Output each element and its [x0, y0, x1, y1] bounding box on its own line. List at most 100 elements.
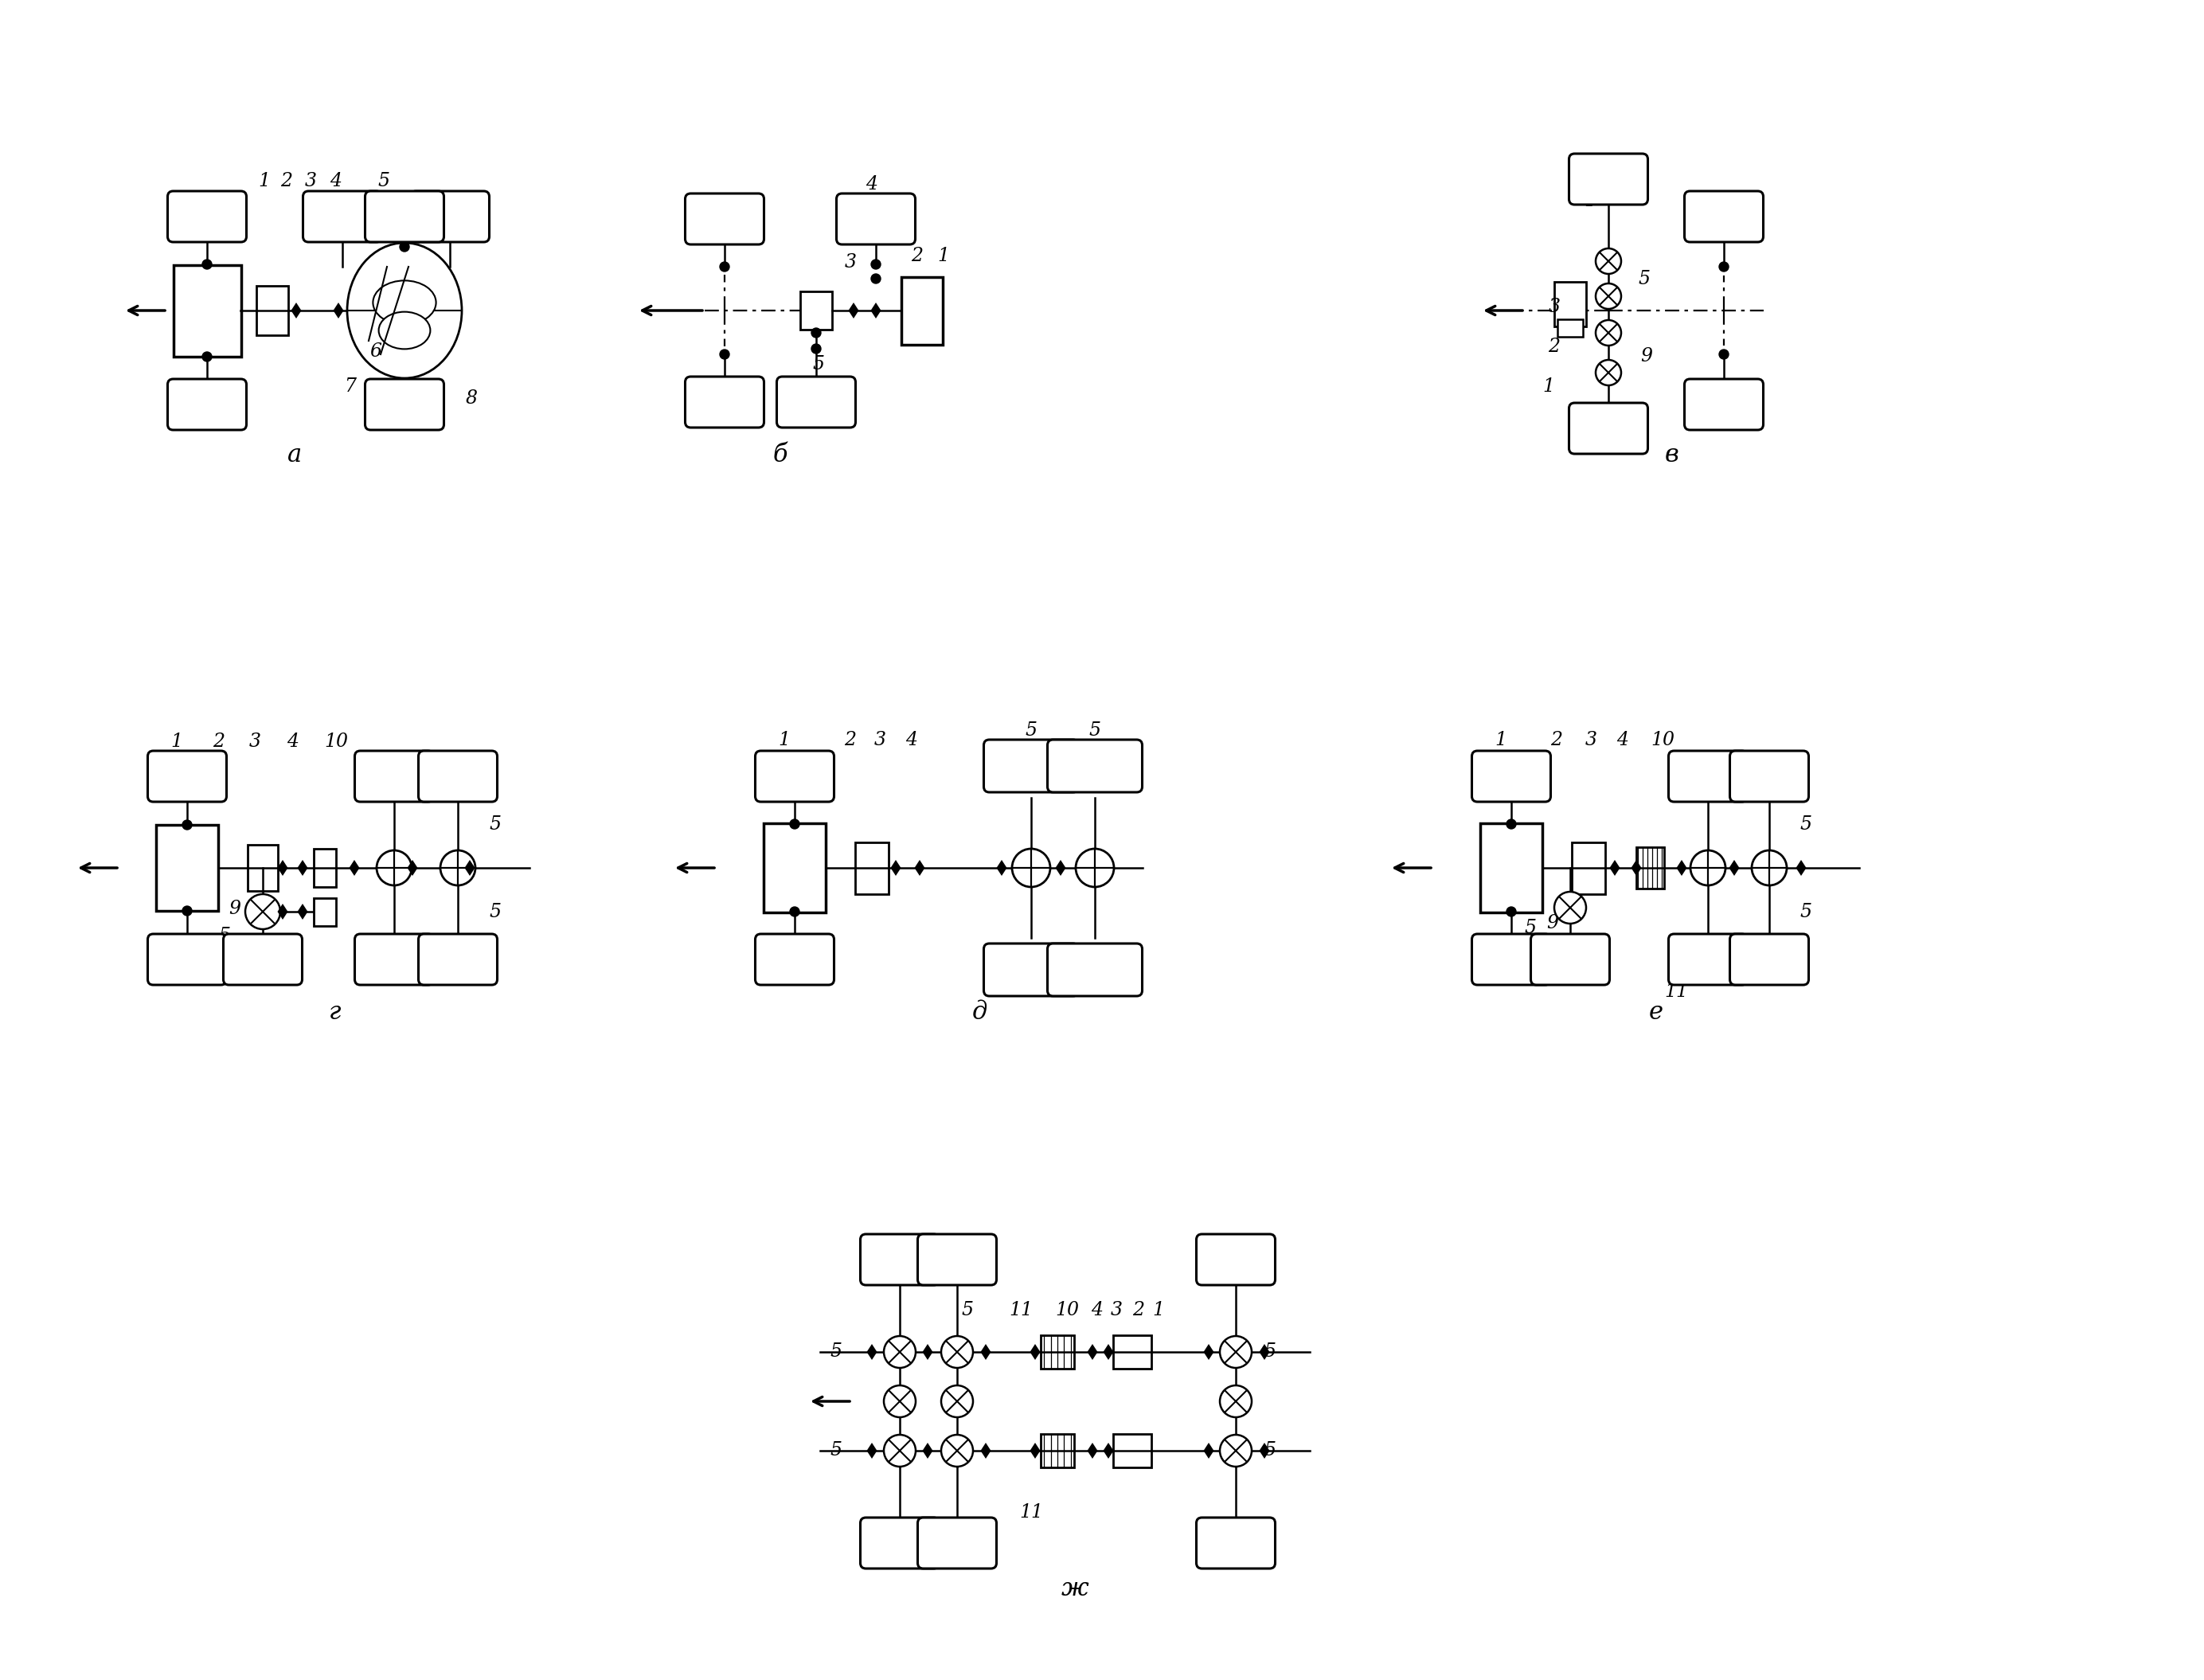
- Text: 5: 5: [831, 1441, 842, 1460]
- FancyBboxPatch shape: [168, 192, 247, 242]
- Text: 2: 2: [214, 732, 225, 751]
- Polygon shape: [1203, 1443, 1214, 1458]
- Bar: [1635, 847, 1664, 889]
- Circle shape: [721, 349, 730, 360]
- Text: 5: 5: [961, 1300, 974, 1319]
- Text: 2: 2: [1133, 1300, 1144, 1319]
- Polygon shape: [871, 302, 882, 319]
- FancyBboxPatch shape: [776, 376, 855, 428]
- FancyBboxPatch shape: [983, 739, 1078, 793]
- Polygon shape: [1029, 1344, 1040, 1359]
- Text: 5: 5: [1525, 919, 1536, 937]
- Text: 4: 4: [1582, 192, 1593, 210]
- FancyBboxPatch shape: [1730, 934, 1809, 984]
- FancyBboxPatch shape: [756, 934, 833, 984]
- Ellipse shape: [372, 281, 436, 324]
- Circle shape: [1752, 850, 1787, 885]
- Circle shape: [811, 328, 820, 338]
- Text: 2: 2: [844, 731, 857, 749]
- Polygon shape: [915, 860, 926, 875]
- Bar: [174, 265, 240, 356]
- Circle shape: [871, 260, 882, 269]
- Bar: [1481, 823, 1543, 912]
- FancyBboxPatch shape: [419, 934, 498, 984]
- Text: 2: 2: [1547, 338, 1560, 356]
- Text: 5: 5: [489, 815, 500, 833]
- Circle shape: [1508, 820, 1516, 828]
- FancyBboxPatch shape: [838, 193, 915, 244]
- Text: 10: 10: [1651, 731, 1675, 749]
- Circle shape: [721, 262, 730, 272]
- FancyBboxPatch shape: [983, 944, 1078, 996]
- Text: 3: 3: [1111, 1300, 1122, 1319]
- Text: 1: 1: [1153, 1300, 1164, 1319]
- Polygon shape: [278, 860, 289, 875]
- Bar: [1113, 1336, 1150, 1369]
- Text: 3: 3: [1585, 731, 1598, 749]
- Bar: [1040, 1435, 1073, 1467]
- Text: в: в: [1664, 444, 1679, 467]
- Text: 1: 1: [258, 173, 271, 192]
- Polygon shape: [1029, 1443, 1040, 1458]
- Text: 4: 4: [331, 173, 342, 192]
- Polygon shape: [278, 904, 289, 919]
- Text: 5: 5: [1089, 722, 1100, 741]
- Circle shape: [884, 1435, 915, 1467]
- Text: б: б: [774, 444, 787, 467]
- FancyBboxPatch shape: [366, 380, 443, 430]
- FancyBboxPatch shape: [1197, 1235, 1276, 1285]
- Text: г: г: [328, 1000, 342, 1025]
- FancyBboxPatch shape: [1684, 192, 1763, 242]
- Polygon shape: [1609, 860, 1620, 875]
- Circle shape: [1219, 1435, 1252, 1467]
- Circle shape: [1508, 907, 1516, 916]
- Bar: [1554, 282, 1587, 326]
- Ellipse shape: [379, 312, 430, 349]
- FancyBboxPatch shape: [223, 934, 302, 984]
- Circle shape: [941, 1435, 972, 1467]
- Circle shape: [441, 850, 476, 885]
- Polygon shape: [1258, 1344, 1270, 1359]
- Text: 11: 11: [1009, 1300, 1034, 1319]
- Text: д: д: [972, 1000, 987, 1025]
- Polygon shape: [1730, 860, 1739, 875]
- Text: 11: 11: [1664, 983, 1688, 1000]
- Circle shape: [377, 850, 412, 885]
- Text: ж: ж: [1060, 1576, 1089, 1601]
- Circle shape: [1596, 360, 1622, 385]
- Polygon shape: [923, 1344, 932, 1359]
- Bar: [313, 848, 335, 887]
- Text: 9: 9: [910, 1268, 921, 1287]
- Polygon shape: [465, 860, 474, 875]
- Circle shape: [789, 820, 800, 828]
- Bar: [256, 286, 289, 336]
- Circle shape: [1219, 1336, 1252, 1368]
- Circle shape: [941, 1336, 972, 1368]
- Text: 1: 1: [1543, 376, 1554, 395]
- Circle shape: [399, 242, 410, 252]
- Text: 5: 5: [377, 173, 390, 192]
- Circle shape: [884, 1386, 915, 1418]
- Circle shape: [1596, 284, 1622, 309]
- Text: 3: 3: [873, 731, 886, 749]
- Polygon shape: [923, 1443, 932, 1458]
- Circle shape: [941, 1386, 972, 1418]
- Polygon shape: [298, 904, 309, 919]
- Polygon shape: [996, 860, 1007, 875]
- FancyBboxPatch shape: [1532, 934, 1609, 984]
- Circle shape: [1690, 850, 1726, 885]
- FancyBboxPatch shape: [1684, 380, 1763, 430]
- Circle shape: [1219, 1386, 1252, 1418]
- FancyBboxPatch shape: [860, 1235, 939, 1285]
- Polygon shape: [348, 860, 359, 875]
- Text: 3: 3: [304, 173, 317, 192]
- Text: 3: 3: [249, 732, 260, 751]
- Text: 1: 1: [1494, 731, 1508, 749]
- FancyBboxPatch shape: [1047, 739, 1142, 793]
- Text: 10: 10: [1056, 1300, 1080, 1319]
- Text: 1: 1: [170, 732, 183, 751]
- Polygon shape: [866, 1443, 877, 1458]
- Text: 5: 5: [831, 1342, 842, 1361]
- FancyBboxPatch shape: [1668, 751, 1748, 801]
- FancyBboxPatch shape: [148, 934, 227, 984]
